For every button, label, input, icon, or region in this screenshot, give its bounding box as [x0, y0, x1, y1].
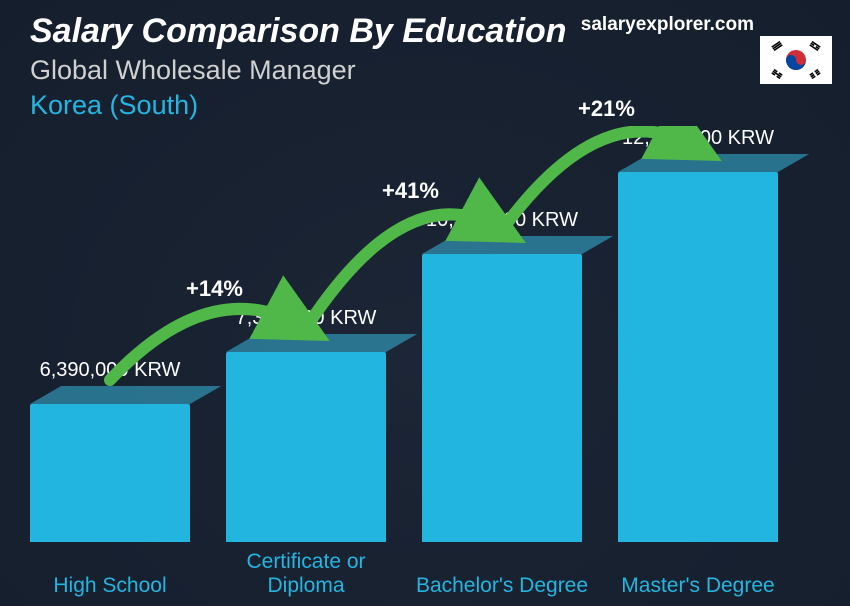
bar-value-label: 12,500,000 KRW	[598, 127, 798, 150]
chart-subtitle: Global Wholesale Manager	[30, 55, 567, 86]
bar-rect	[30, 404, 190, 542]
chart-title: Salary Comparison By Education	[30, 12, 567, 51]
bar-category-label: Master's Degree	[608, 574, 788, 598]
bar-rect	[618, 172, 778, 542]
bar	[226, 352, 386, 542]
increase-label: +21%	[568, 92, 645, 126]
bar-category-label: Bachelor's Degree	[412, 574, 592, 598]
increase-label: +41%	[372, 174, 449, 208]
chart-country: Korea (South)	[30, 90, 567, 121]
bar-chart: 6,390,000 KRWHigh School7,300,000 KRWCer…	[30, 126, 810, 606]
flag-icon	[760, 36, 832, 84]
bar-rect	[226, 352, 386, 542]
increase-label: +14%	[176, 272, 253, 306]
header: Salary Comparison By Education Global Wh…	[30, 12, 567, 121]
bar	[618, 172, 778, 542]
brand-label: salaryexplorer.com	[581, 14, 754, 36]
bar-value-label: 7,300,000 KRW	[206, 307, 406, 330]
bar-value-label: 6,390,000 KRW	[10, 359, 210, 382]
bar-category-label: High School	[20, 574, 200, 598]
bar-value-label: 10,300,000 KRW	[402, 209, 602, 232]
bar-rect	[422, 254, 582, 542]
bar	[422, 254, 582, 542]
bar	[30, 404, 190, 542]
bar-category-label: Certificate or Diploma	[216, 550, 396, 598]
